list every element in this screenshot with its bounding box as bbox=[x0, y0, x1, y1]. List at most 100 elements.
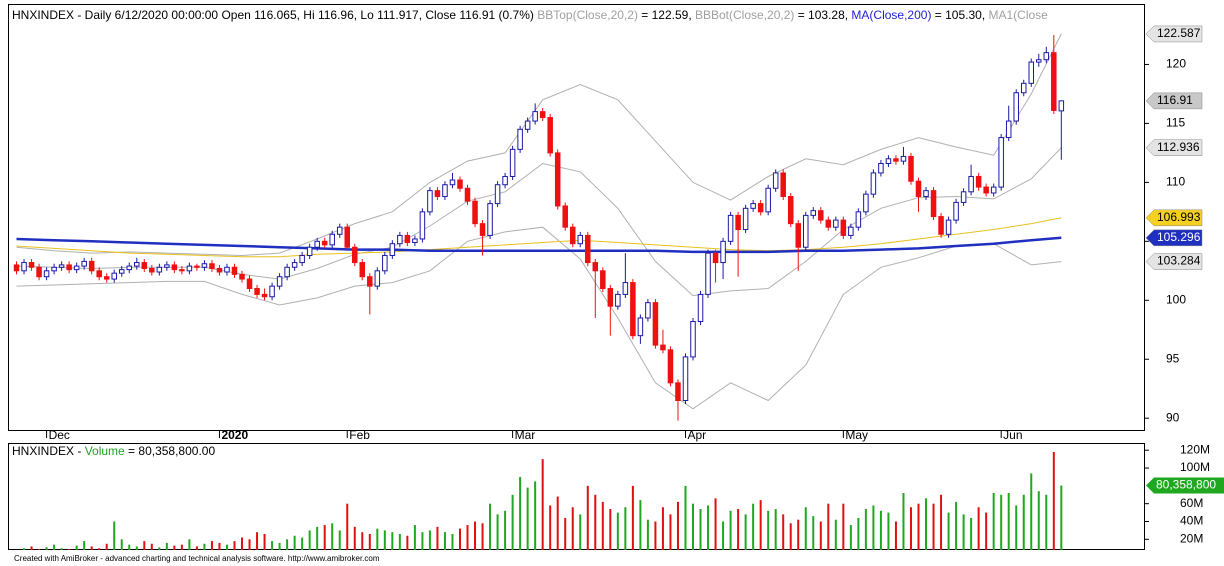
candle-body bbox=[13, 264, 20, 272]
candle-body bbox=[299, 254, 305, 264]
volume-bar bbox=[113, 521, 116, 550]
volume-bar bbox=[759, 500, 762, 550]
volume-bar bbox=[346, 503, 349, 550]
header: HNXINDEX - Volume = 80,358,800.00 bbox=[12, 444, 215, 458]
y-tick-label: 115 bbox=[1166, 116, 1185, 130]
candle-body bbox=[1058, 100, 1065, 112]
volume-bar bbox=[654, 521, 657, 550]
volume-bar bbox=[894, 521, 897, 550]
volume-bar bbox=[406, 535, 409, 550]
volume-bar bbox=[940, 494, 943, 550]
candle-body bbox=[306, 246, 313, 256]
price-pane bbox=[8, 4, 1145, 431]
candle-body bbox=[367, 276, 373, 287]
volume-bar bbox=[879, 510, 882, 550]
value-marker-label: 103.284 bbox=[1157, 254, 1201, 268]
candle-body bbox=[276, 276, 283, 287]
header-part: = 80,358,800.00 bbox=[125, 444, 216, 458]
candle-body bbox=[660, 344, 666, 351]
value-marker bbox=[1145, 25, 1203, 43]
candle-body bbox=[164, 264, 170, 268]
volume-bar bbox=[120, 539, 123, 550]
candle-body bbox=[427, 190, 433, 213]
indicator-line bbox=[16, 236, 1062, 254]
volume-bar bbox=[458, 528, 461, 550]
volume-bar bbox=[586, 485, 589, 550]
volume-bar bbox=[564, 517, 567, 550]
volume-bar bbox=[466, 525, 469, 550]
candle-body bbox=[254, 287, 260, 295]
candle-body bbox=[848, 226, 854, 236]
candle-body bbox=[118, 269, 125, 274]
header-part: MA1(Close bbox=[989, 8, 1049, 22]
volume-bar bbox=[639, 500, 642, 550]
candle-body bbox=[893, 158, 899, 162]
header-part: MA(Close,200) bbox=[851, 8, 931, 22]
candle-body bbox=[434, 190, 441, 198]
candle-body bbox=[412, 238, 418, 244]
candle-body bbox=[224, 266, 230, 273]
header-part: = 105.30, bbox=[931, 8, 988, 22]
volume-bar bbox=[902, 492, 905, 550]
volume-bar bbox=[30, 546, 33, 550]
candle-body bbox=[900, 155, 907, 162]
volume-bar bbox=[443, 532, 446, 550]
indicator-line bbox=[16, 33, 1062, 257]
candle-body bbox=[502, 175, 508, 186]
header-part: BBTop(Close,20,2) bbox=[537, 8, 638, 22]
volume-bar bbox=[782, 514, 785, 550]
volume-bar bbox=[75, 545, 78, 550]
volume-bar bbox=[361, 532, 364, 550]
volume-bar bbox=[474, 521, 477, 550]
candle-body bbox=[442, 184, 448, 198]
candle-body bbox=[630, 282, 636, 337]
volume-bar bbox=[278, 542, 281, 550]
candle-body bbox=[825, 219, 832, 228]
candle-body bbox=[667, 349, 674, 384]
volume-bar bbox=[481, 523, 484, 550]
candle-body bbox=[179, 269, 185, 272]
candle-body bbox=[321, 240, 328, 246]
volume-bar bbox=[180, 544, 183, 550]
volume-bar bbox=[692, 503, 695, 550]
volume-bar bbox=[203, 543, 206, 550]
y-tick-label: 40M bbox=[1180, 514, 1203, 528]
volume-bar bbox=[925, 498, 928, 550]
candle-body bbox=[975, 175, 982, 188]
candle-body bbox=[397, 234, 403, 245]
candle-body bbox=[637, 317, 644, 337]
volume-bar bbox=[752, 503, 755, 550]
candle-body bbox=[209, 263, 215, 269]
y-tick-label: 95 bbox=[1166, 351, 1180, 365]
candle-body bbox=[479, 223, 486, 236]
y-tick-label: 120 bbox=[1166, 57, 1186, 71]
volume-bar bbox=[857, 517, 860, 550]
candle-body bbox=[28, 262, 35, 268]
volume-bar bbox=[316, 526, 319, 550]
volume-bar bbox=[977, 507, 980, 550]
candle-body bbox=[878, 163, 884, 174]
volume-bar bbox=[744, 514, 747, 550]
x-tick-label: Jun bbox=[1003, 428, 1022, 442]
volume-bar bbox=[496, 514, 499, 550]
x-tick-label: Mar bbox=[515, 428, 536, 442]
candle-body bbox=[103, 276, 110, 280]
candle-body bbox=[795, 223, 801, 248]
candle-body bbox=[284, 266, 290, 278]
y-tick-label: 110 bbox=[1166, 175, 1185, 189]
value-marker-label: 112.936 bbox=[1157, 140, 1200, 154]
candle-body bbox=[472, 200, 478, 225]
volume-bar bbox=[714, 498, 717, 550]
candle-body bbox=[51, 266, 57, 272]
candle-body bbox=[645, 302, 651, 319]
volume-bar bbox=[158, 547, 161, 550]
volume-bar bbox=[53, 544, 56, 550]
volume-bar bbox=[955, 501, 958, 550]
candle-body bbox=[344, 226, 350, 248]
volume-bar bbox=[1030, 473, 1033, 550]
header-part: = 103.28, bbox=[794, 8, 851, 22]
x-tick-label: 2020 bbox=[221, 428, 248, 442]
candle-body bbox=[246, 278, 253, 289]
volume-bar bbox=[128, 544, 131, 550]
